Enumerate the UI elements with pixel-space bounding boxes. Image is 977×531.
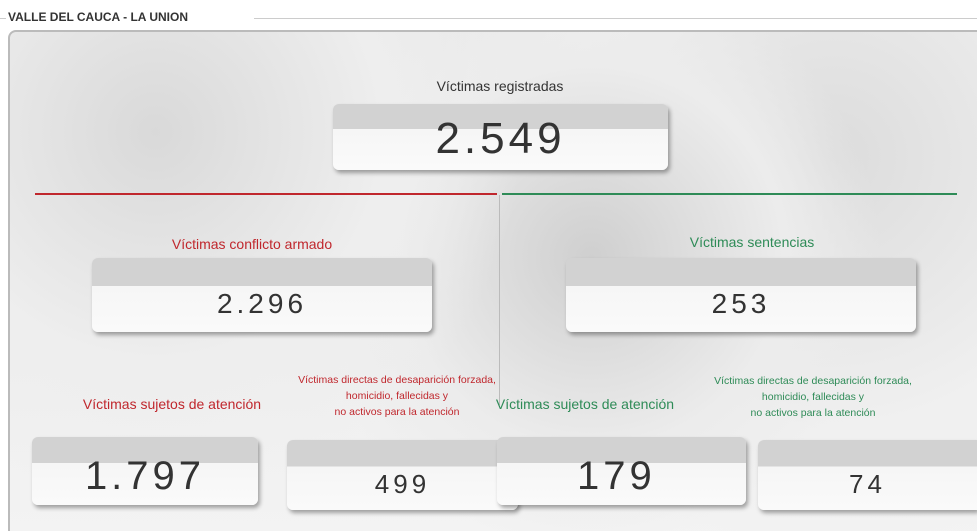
right-subject-label: Víctimas sujetos de atención [496, 396, 674, 412]
left-box: 2.296 [92, 258, 432, 332]
fieldset-line [254, 18, 977, 19]
vertical-divider [499, 195, 500, 405]
right-value: 253 [712, 288, 771, 320]
label-line: homicidio, fallecidas y [298, 388, 496, 404]
label-line: Víctimas directas de desaparición forzad… [298, 372, 496, 388]
fieldset-line [0, 18, 6, 19]
right-inactive-label: Víctimas directas de desaparición forzad… [714, 373, 912, 421]
label-line: homicidio, fallecidas y [714, 389, 912, 405]
left-subject-label: Víctimas sujetos de atención [83, 396, 261, 412]
right-subject-value: 179 [577, 454, 656, 499]
left-inactive-value: 499 [375, 469, 430, 500]
label-line: no activos para la atención [714, 405, 912, 421]
total-box: 2.549 [333, 104, 668, 170]
left-inactive-box: 499 [287, 440, 518, 510]
label-line: no activos para la atención [298, 404, 496, 420]
left-value: 2.296 [217, 288, 307, 320]
label-line: Víctimas directas de desaparición forzad… [714, 373, 912, 389]
section-title: VALLE DEL CAUCA - LA UNION [8, 10, 188, 24]
green-divider [502, 193, 957, 195]
total-value: 2.549 [435, 114, 565, 164]
left-subject-box: 1.797 [32, 437, 258, 505]
right-inactive-box: 74 [758, 440, 977, 510]
total-label: Víctimas registradas [437, 78, 564, 94]
left-inactive-label: Víctimas directas de desaparición forzad… [298, 372, 496, 420]
left-subject-value: 1.797 [85, 454, 205, 499]
red-divider [35, 193, 497, 195]
right-box: 253 [566, 258, 916, 332]
right-subject-box: 179 [497, 437, 746, 505]
right-label: Víctimas sentencias [690, 234, 815, 250]
right-inactive-value: 74 [849, 469, 886, 500]
dashboard: VALLE DEL CAUCA - LA UNION Víctimas regi… [0, 0, 977, 531]
left-label: Víctimas conflicto armado [172, 236, 332, 252]
